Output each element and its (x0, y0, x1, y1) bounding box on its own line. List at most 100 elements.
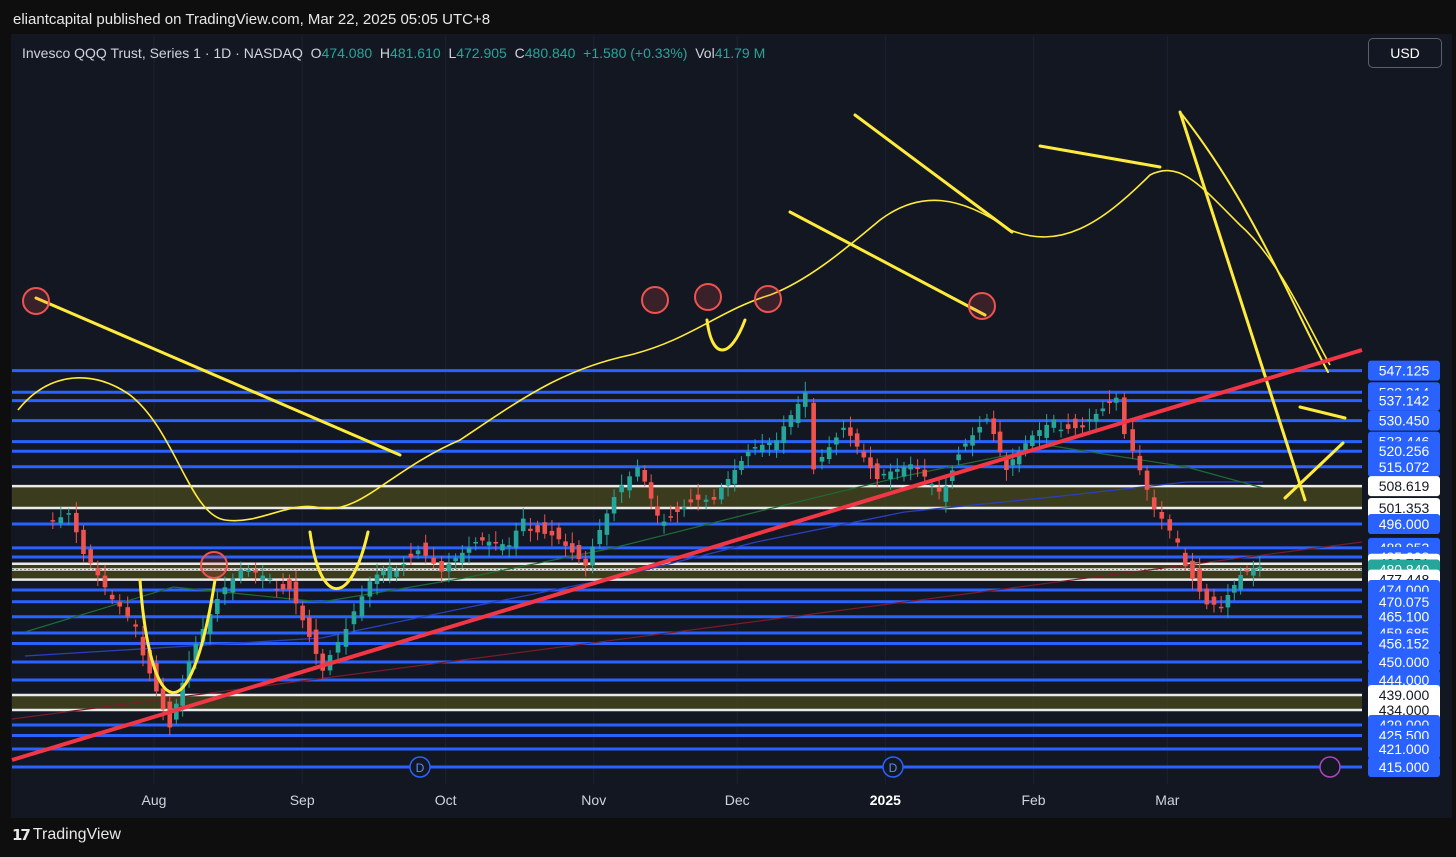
candle-body (493, 542, 499, 544)
candle-body (207, 614, 213, 634)
touch-circle-3 (694, 283, 722, 311)
candle-body (460, 552, 465, 563)
candle-body (991, 418, 996, 434)
candle-body (381, 570, 386, 576)
long-trendline (11, 348, 1363, 762)
candle-body (688, 499, 694, 503)
candle-body (274, 588, 279, 591)
candle-body (549, 530, 555, 536)
candle-body (1175, 538, 1181, 543)
price-label-box (1368, 514, 1440, 534)
candle-body (238, 569, 244, 579)
candle-body (335, 642, 341, 653)
candle-body (1004, 456, 1009, 470)
low-value: 472.905 (456, 45, 507, 61)
touch-circle-1 (200, 551, 228, 579)
candle-body (1204, 588, 1210, 605)
candle-body (520, 518, 526, 532)
candle-body (874, 463, 880, 479)
candle-body (125, 607, 131, 617)
candle-body (1257, 566, 1263, 569)
candle-body (506, 545, 512, 547)
candle-body (619, 485, 624, 493)
candle-body (58, 517, 64, 524)
candle-body (703, 499, 709, 502)
candle-body (387, 566, 393, 579)
candle-body (50, 520, 56, 522)
candle-body (486, 541, 492, 546)
candle-body (1080, 425, 1085, 428)
dividend-marker-icon (409, 756, 431, 778)
candle-body (542, 522, 548, 534)
candle-body (854, 433, 860, 447)
candle-body (1100, 408, 1106, 412)
volume-label: Vol (695, 45, 715, 61)
candle-body (230, 578, 236, 593)
price-axis-label: 547.125 (1379, 363, 1430, 379)
candle-body (215, 599, 220, 614)
price-label-box (1368, 410, 1440, 431)
price-axis-label: 496.000 (1379, 516, 1430, 532)
candle-body (675, 506, 680, 512)
candle-body (74, 512, 79, 533)
candle-body (635, 467, 640, 477)
candle-body (1107, 401, 1112, 404)
candle-body (1010, 459, 1016, 466)
candle-body (739, 461, 744, 470)
candle-body (1130, 429, 1136, 451)
candle-body (936, 487, 942, 492)
drawing-drop-line (1178, 110, 1307, 502)
candle-body (970, 435, 975, 446)
tradingview-brand[interactable]: 𝟭𝟳 TradingView (12, 826, 121, 844)
candle-body (1023, 443, 1028, 452)
price-label-box (1368, 476, 1440, 497)
price-axis-label: 450.000 (1379, 654, 1430, 670)
candle-body (881, 473, 887, 476)
candle-body (133, 624, 138, 627)
candle-body (984, 418, 990, 421)
publisher-bar: eliantcapital published on TradingView.c… (0, 0, 1456, 36)
candle-body (563, 541, 568, 546)
close-value: 480.840 (524, 45, 576, 61)
price-label-box (1368, 606, 1440, 627)
candle-body (528, 528, 533, 531)
candle-body (788, 415, 794, 427)
candle-body (1182, 552, 1188, 567)
price-axis-label: 434.000 (1379, 702, 1430, 718)
candle-body (732, 470, 738, 484)
candle-body (894, 469, 900, 472)
candle-body (661, 521, 667, 526)
candle-body (627, 476, 632, 491)
candle-body (1190, 560, 1195, 579)
candle-body (1037, 430, 1042, 436)
candle-body (446, 563, 452, 572)
candle-body (160, 688, 166, 710)
drawing-drop-line-2 (1179, 111, 1329, 373)
chart-panel[interactable]: DD547.125539.914537.142530.450523.446520… (11, 34, 1452, 818)
candle-body (1225, 595, 1231, 608)
candle-body (802, 392, 808, 407)
candle-body (888, 471, 893, 479)
price-axis-label: 456.152 (1379, 636, 1430, 652)
candle-body (1251, 568, 1256, 576)
open-value: 474.080 (321, 45, 373, 61)
price-axis-label: 470.075 (1379, 594, 1430, 610)
currency-button[interactable]: USD (1368, 38, 1442, 68)
price-zone-2 (12, 695, 1362, 710)
candle-body (253, 570, 258, 573)
drawing-channel-lower (788, 210, 987, 317)
candle-body (861, 451, 867, 458)
price-label-box (1368, 441, 1440, 462)
candle-body (781, 426, 787, 443)
candle-body (513, 530, 519, 548)
brand-name: TradingView (32, 826, 121, 843)
price-chart[interactable]: DD547.125539.914537.142530.450523.446520… (11, 34, 1452, 818)
drawing-channel-upper (853, 113, 1014, 234)
candle-body (343, 629, 349, 647)
candle-body (359, 596, 365, 617)
dividend-marker-icon (882, 756, 904, 778)
candle-body (1144, 470, 1150, 490)
candle-body (963, 443, 968, 447)
candle-body (439, 561, 444, 572)
candle-body (293, 581, 299, 604)
